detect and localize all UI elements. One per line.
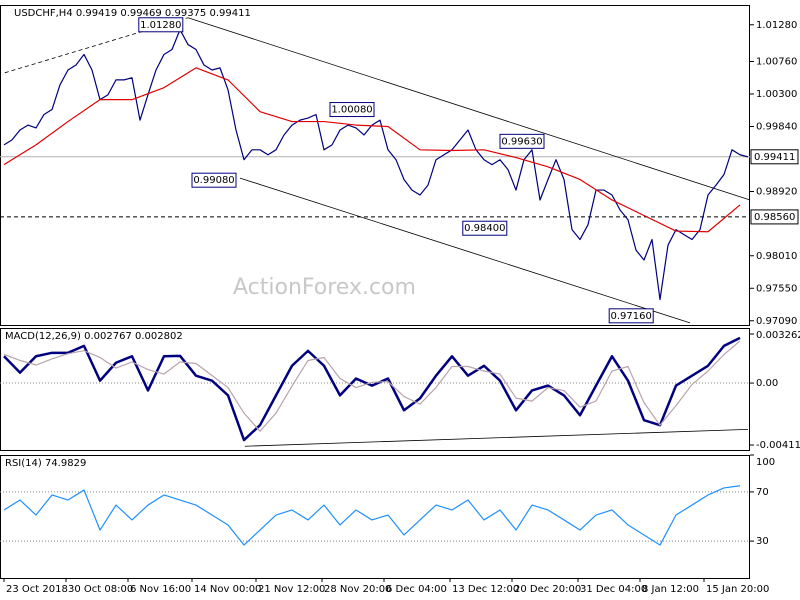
y-tick-label: 0.99840: [756, 122, 797, 133]
x-tick-label: 14 Nov 00:00: [194, 584, 261, 595]
annotation-box: [329, 102, 375, 118]
annotation-label: 0.97160: [611, 311, 652, 322]
y-tick-label: 0.00: [756, 378, 778, 389]
annotation-label: 0.98400: [464, 223, 505, 234]
y-tick-label: 1.00760: [756, 57, 797, 68]
annotation-box: [191, 172, 237, 188]
y-tick-label: 70: [756, 487, 769, 498]
annotation-label: 0.99630: [501, 136, 542, 147]
panel-title: MACD(12,26,9) 0.002767 0.002802: [5, 331, 183, 342]
y-tick-label: 30: [756, 536, 769, 547]
watermark: ActionForex.com: [233, 275, 416, 300]
x-tick-label: 21 Nov 12:00: [258, 584, 325, 595]
x-tick-label: 28 Nov 20:00: [324, 584, 391, 595]
annotation-label: 0.99080: [193, 175, 234, 186]
series-line: [3, 336, 741, 442]
panel-frame: [0, 328, 750, 451]
level-label-box: [750, 149, 799, 165]
annotation-box: [608, 308, 654, 324]
level-label-box: [750, 209, 799, 225]
y-tick-label: 1.01280: [756, 20, 797, 31]
level-label: 0.99411: [754, 152, 795, 163]
y-tick-label: 0.003262: [756, 330, 800, 341]
panel-frame: [0, 455, 750, 579]
annotation-box: [462, 220, 508, 236]
annotation-label: 1.00080: [331, 105, 372, 116]
series-line: [3, 485, 741, 546]
y-tick-label: 0.97550: [756, 283, 797, 294]
annotation-box: [499, 133, 545, 149]
trendline: [4, 17, 189, 74]
panel-title: RSI(14) 74.9829: [5, 458, 86, 469]
trendline: [244, 428, 749, 447]
series-line: [3, 29, 749, 301]
x-tick-label: 6 Nov 16:00: [130, 584, 191, 595]
x-tick-label: 30 Oct 08:00: [68, 584, 133, 595]
series-line: [3, 340, 741, 432]
panel-frame: [0, 5, 750, 326]
x-tick-label: 8 Jan 12:00: [642, 584, 699, 595]
y-tick-label: 0.97090: [756, 316, 797, 327]
x-tick-label: 31 Dec 04:00: [580, 584, 647, 595]
x-tick-label: 15 Jan 20:00: [706, 584, 769, 595]
x-tick-label: 20 Dec 20:00: [514, 584, 581, 595]
x-tick-label: 6 Dec 04:00: [386, 584, 447, 595]
level-label: 0.98560: [754, 212, 795, 223]
y-tick-label: 1.00300: [756, 89, 797, 100]
trendline: [187, 17, 751, 201]
x-tick-label: 23 Oct 2018: [6, 584, 68, 595]
panel-title: USDCHF,H4 0.99419 0.99469 0.99375 0.9941…: [14, 8, 251, 19]
trendline: [239, 177, 691, 324]
x-tick-label: 13 Dec 12:00: [452, 584, 519, 595]
y-tick-label: 100: [756, 457, 775, 468]
y-tick-label: 0.98010: [756, 251, 797, 262]
y-tick-label: -0.004119: [756, 440, 800, 451]
annotation-label: 1.01280: [140, 20, 181, 31]
annotation-box: [138, 17, 184, 33]
series-line: [3, 67, 741, 233]
y-tick-label: 0.98920: [756, 186, 797, 197]
